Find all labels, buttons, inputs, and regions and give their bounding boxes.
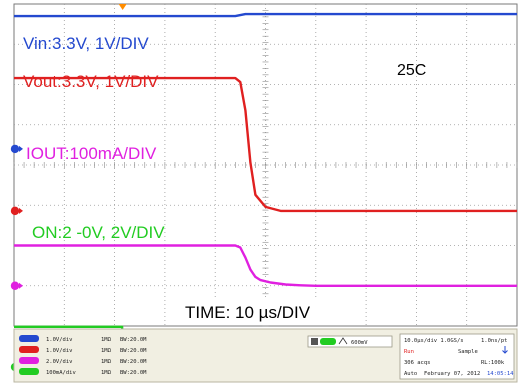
scope-info-panel: 1.0V/div 1MΩ BW:20.0M 1.0V/div 1MΩ BW:20… — [13, 328, 518, 383]
trigger-channel-badge — [320, 338, 336, 345]
channel-row: 100mA/div 1MΩ BW:20.0M — [19, 368, 147, 376]
channel-row: 1.0V/div 1MΩ BW:20.0M — [19, 346, 147, 354]
channel-badge-2 — [19, 346, 39, 353]
channel-row: 2.0V/div 1MΩ BW:20.0M — [19, 357, 147, 365]
channel-badge-3 — [19, 357, 39, 364]
channel-scale: 1.0V/div — [46, 348, 73, 354]
trigger-type-icon — [311, 338, 318, 345]
resolution: 1.0ns/pt — [481, 338, 508, 344]
channel-scale: 2.0V/div — [46, 359, 73, 365]
run-state: Run — [404, 349, 414, 355]
channel-coupling: 1MΩ — [101, 359, 112, 365]
trigger-box — [307, 335, 393, 348]
acquisition-mode: Sample — [458, 349, 478, 355]
acquisition-box — [399, 333, 515, 380]
series-line-3 — [14, 244, 517, 287]
time-label: TIME: 10 µs/DIV — [185, 303, 311, 322]
graticule — [13, 3, 518, 327]
series-label-vin: Vin:3.3V, 1V/DIV — [23, 34, 149, 53]
acquisition-date: February 07, 2012 — [424, 371, 480, 377]
channel-coupling: 1MΩ — [101, 370, 112, 376]
timebase: 10.0µs/div 1.0GS/s — [404, 338, 464, 344]
series-label-on: ON:2 -0V, 2V/DIV — [32, 223, 165, 242]
channel-coupling: 1MΩ — [101, 337, 112, 343]
acquisition-time: 14:05:14 — [487, 371, 514, 377]
trigger-position-marker — [118, 4, 127, 10]
acquisition-count: 306 acqs — [404, 360, 431, 366]
channel-scale: 100mA/div — [46, 370, 76, 376]
channel-marker-arrow — [19, 145, 23, 152]
channel-bandwidth: BW:20.0M — [120, 370, 147, 376]
channel-bandwidth: BW:20.0M — [120, 337, 147, 343]
channel-marker-dot — [10, 206, 20, 216]
trigger-level: 600mV — [351, 340, 368, 346]
series-label-iout: IOUT:100mA/DIV — [26, 144, 157, 163]
series-line-1 — [14, 12, 517, 18]
trigger-auto: Auto — [404, 371, 417, 377]
channel-bandwidth: BW:20.0M — [120, 359, 147, 365]
channel-scale: 1.0V/div — [46, 337, 73, 343]
channel-marker-1 — [10, 144, 23, 154]
channel-marker-3 — [10, 281, 23, 290]
channel-coupling: 1MΩ — [101, 348, 112, 354]
channel-marker-dot — [10, 281, 20, 290]
record-length: RL:100k — [481, 360, 505, 366]
channel-row: 1.0V/div 1MΩ BW:20.0M — [19, 335, 147, 343]
channel-marker-dot — [10, 144, 20, 154]
channel-marker-arrow — [19, 207, 23, 214]
channel-badge-1 — [19, 335, 39, 342]
series-label-vout: Vout:3.3V, 1V/DIV — [23, 72, 159, 91]
series-line-2 — [14, 76, 517, 213]
channel-marker-arrow — [19, 282, 23, 289]
channel-badge-4 — [19, 368, 39, 375]
arrow-down-icon — [502, 346, 508, 354]
channel-bandwidth: BW:20.0M — [120, 348, 147, 354]
channel-marker-2 — [10, 206, 23, 216]
trigger-slope-icon — [338, 337, 348, 345]
time-label-bg — [178, 299, 348, 325]
temperature-label: 25C — [397, 62, 426, 79]
